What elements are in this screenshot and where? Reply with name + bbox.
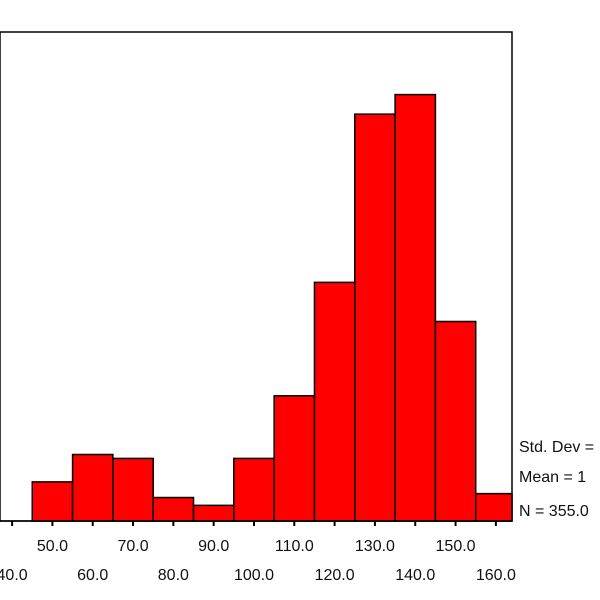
histogram-bar	[31, 481, 74, 522]
stats-box: Std. Dev = Mean = 1 N = 355.0	[519, 439, 594, 520]
x-tick-label: 50.0	[37, 538, 68, 555]
x-tick-label: 160.0	[476, 567, 516, 584]
x-tick-label: 60.0	[77, 567, 108, 584]
histogram-bar	[71, 453, 114, 522]
x-tick-label: 140.0	[395, 567, 435, 584]
histogram-bar	[152, 496, 195, 522]
x-tick-label: 130.0	[355, 538, 395, 555]
x-tick-label: 110.0	[275, 538, 314, 555]
x-tick-label: 150.0	[436, 538, 476, 555]
histogram-bar	[192, 504, 235, 522]
histogram-bar	[112, 457, 154, 522]
x-tick-label: 80.0	[158, 567, 189, 584]
bars-group	[0, 93, 513, 522]
histogram-bar	[313, 281, 356, 522]
x-axis-tick-labels: 50.0 70.0 90.0 110.0 130.0 150.0 40.0 60.0 80.0 1…	[0, 538, 516, 584]
histogram-bar	[354, 113, 396, 522]
histogram-bar	[233, 457, 275, 522]
histogram-bar	[434, 320, 477, 522]
histogram-bar	[273, 395, 316, 522]
x-axis-ticks	[11, 521, 497, 526]
mean-label: Mean = 1	[519, 469, 586, 486]
x-tick-label: 100.0	[234, 567, 274, 584]
x-tick-label: 40.0	[0, 567, 28, 584]
histogram-bar	[394, 93, 437, 522]
x-tick-label: 90.0	[198, 538, 229, 555]
x-tick-label: 120.0	[315, 567, 355, 584]
std-dev-label: Std. Dev =	[519, 439, 594, 456]
histogram-bar	[474, 492, 513, 522]
n-label: N = 355.0	[519, 503, 589, 520]
x-tick-label: 70.0	[117, 538, 148, 555]
